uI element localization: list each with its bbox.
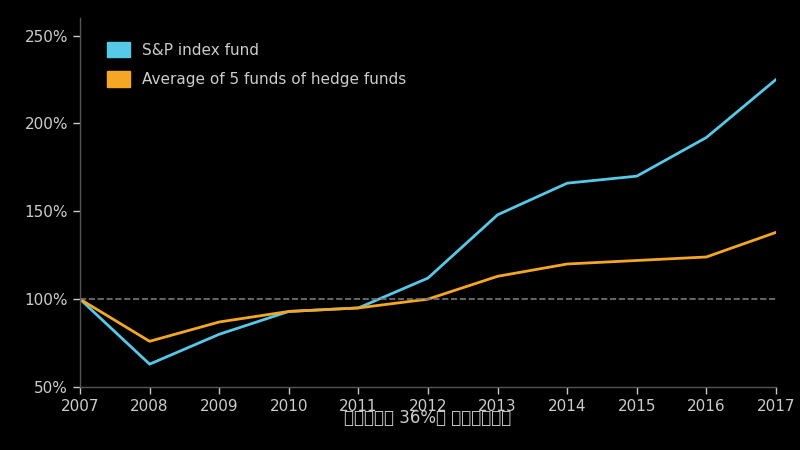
Text: 헤지펀드는 36%가 증가했습니다: 헤지펀드는 36%가 증가했습니다 [344, 409, 512, 427]
Legend: S&P index fund, Average of 5 funds of hedge funds: S&P index fund, Average of 5 funds of he… [94, 29, 418, 99]
